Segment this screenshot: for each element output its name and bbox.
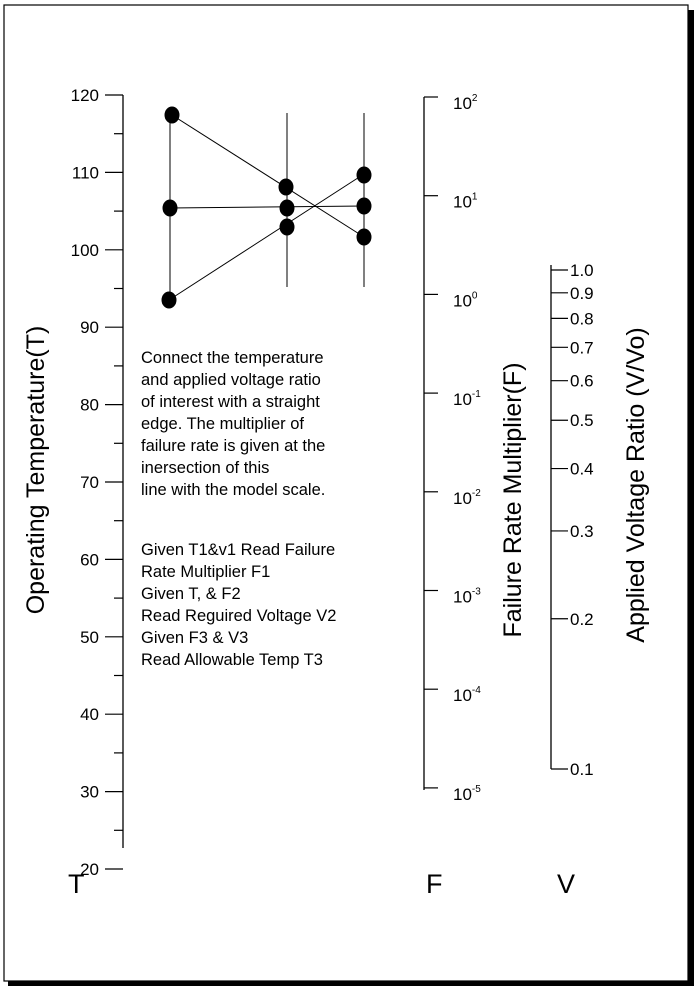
example-construction (161, 106, 372, 309)
instruction-line: edge. The multiplier of (141, 415, 304, 433)
failure-rate-tick-label: 10-4 (453, 685, 481, 705)
failure-rate-tick-label: 10-3 (453, 587, 481, 607)
voltage-tick-label: 0.2 (570, 610, 594, 629)
example-point-v2 (356, 197, 372, 215)
instruction-line: inersection of this (141, 459, 269, 477)
example-point-f3 (279, 218, 295, 236)
example-point-t3 (161, 291, 177, 309)
voltage-tick-label: 0.6 (570, 372, 594, 391)
voltage-tick-label: 0.9 (570, 284, 594, 303)
failure-rate-axis-title: Failure Rate Multiplier(F) (499, 362, 527, 637)
temperature-tick-label: 120 (71, 86, 99, 105)
failure-rate-scale-letter: F (426, 869, 443, 899)
voltage-tick-label: 0.8 (570, 309, 594, 328)
temperature-tick-label: 80 (80, 396, 99, 415)
temperature-axis-title: Operating Temperature(T) (22, 326, 50, 615)
example-line-1 (169, 205, 365, 209)
voltage-scale-letter: V (557, 869, 575, 899)
failure-rate-tick-label: 10-5 (453, 784, 481, 804)
instruction-line: Connect the temperature (141, 349, 324, 367)
temperature-tick-label: 70 (80, 473, 99, 492)
temperature-tick-label: 30 (80, 783, 99, 802)
example-point-v1 (356, 228, 372, 246)
voltage-tick-label: 0.4 (570, 460, 594, 479)
example-point-t2 (162, 199, 178, 217)
voltage-ticks: 1.0 0.9 0.8 0.7 0.6 0.5 0.4 0.3 0.2 0.1 (551, 261, 594, 779)
example-point-v3 (356, 166, 372, 184)
failure-rate-tick-label: 102 (453, 93, 478, 113)
temperature-tick-label: 60 (80, 550, 99, 569)
instruction-line: and applied voltage ratio (141, 371, 321, 389)
step-line: Read Allowable Temp T3 (141, 651, 323, 669)
instruction-line: line with the model scale. (141, 481, 325, 499)
temperature-ticks: 120 110 100 90 80 70 60 50 40 30 20 (71, 86, 123, 879)
step-line: Rate Multiplier F1 (141, 563, 270, 581)
temperature-tick-label: 40 (80, 705, 99, 724)
example-line-3 (168, 173, 365, 301)
failure-rate-scale: 102 101 100 10-1 10-2 10-3 10-4 10-5 Failure Ra… (423, 93, 527, 899)
temperature-scale: 120 110 100 90 80 70 60 50 40 30 20 Operating Temp… (22, 86, 124, 899)
voltage-tick-label: 0.7 (570, 338, 594, 357)
voltage-tick-label: 0.3 (570, 522, 594, 541)
temperature-scale-letter: T (68, 869, 85, 899)
example-line-2 (171, 114, 365, 238)
failure-rate-tick-label: 10-2 (453, 488, 481, 508)
example-point-f1 (278, 178, 294, 196)
step-line: Read Reguired Voltage V2 (141, 607, 336, 625)
example-point-t1 (164, 106, 180, 124)
step-line: Given F3 & V3 (141, 629, 248, 647)
page-frame (3, 4, 689, 982)
voltage-tick-label: 1.0 (570, 261, 594, 280)
instructions-text: Connect the temperature and applied volt… (141, 349, 336, 669)
voltage-tick-label: 0.1 (570, 760, 594, 779)
temperature-tick-label: 110 (72, 163, 99, 182)
voltage-axis-title: Applied Voltage Ratio (V/Vo) (622, 327, 650, 642)
voltage-scale: 1.0 0.9 0.8 0.7 0.6 0.5 0.4 0.3 0.2 0.1 Applied V… (550, 261, 650, 899)
temperature-tick-label: 100 (71, 241, 99, 260)
failure-rate-ticks: 102 101 100 10-1 10-2 10-3 10-4 10-5 (424, 93, 481, 804)
voltage-tick-label: 0.5 (570, 411, 594, 430)
step-line: Given T, & F2 (141, 585, 241, 603)
temperature-tick-label: 20 (80, 860, 99, 879)
failure-rate-tick-label: 10-1 (453, 389, 481, 409)
instruction-line: of interest with a straight (141, 393, 320, 411)
temperature-tick-label: 50 (80, 628, 99, 647)
failure-rate-tick-label: 101 (453, 192, 478, 212)
temperature-tick-label: 90 (80, 318, 99, 337)
failure-rate-tick-label: 100 (453, 290, 478, 310)
step-line: Given T1&v1 Read Failure (141, 541, 335, 559)
example-point-f2 (279, 199, 295, 217)
instruction-line: failure rate is given at the (141, 437, 325, 455)
